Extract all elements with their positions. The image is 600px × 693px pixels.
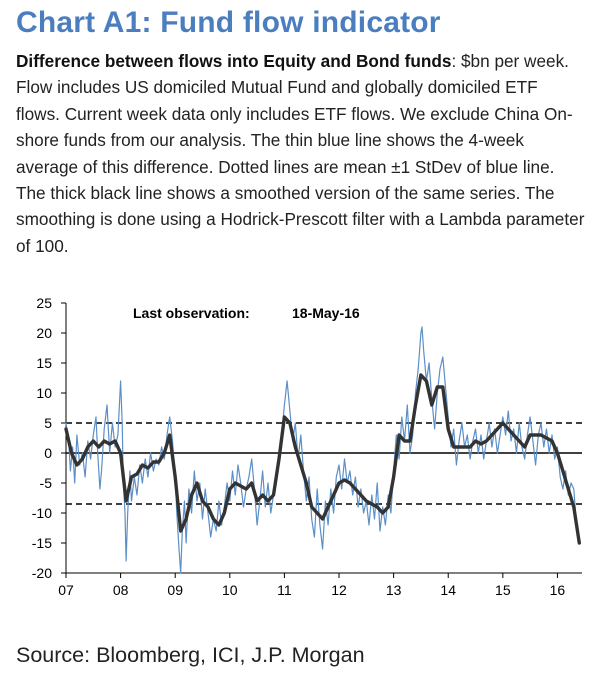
y-tick-label: 15 bbox=[36, 355, 52, 371]
x-tick-label: 07 bbox=[58, 582, 74, 598]
x-tick-label: 13 bbox=[386, 582, 402, 598]
y-axis: 25 20 15 10 5 0 -5 -10 -15 -20 bbox=[32, 295, 67, 581]
chart-title: Chart A1: Fund flow indicator bbox=[16, 6, 441, 39]
x-tick-label: 11 bbox=[277, 582, 292, 598]
y-tick-label: 5 bbox=[44, 415, 52, 431]
y-tick-label: 10 bbox=[36, 385, 52, 401]
chart-area: 25 20 15 10 5 0 -5 -10 -15 -20 07 08 09 10 11 12 13 14 15… bbox=[0, 285, 600, 615]
y-tick-label: 20 bbox=[36, 325, 52, 341]
y-tick-label: -15 bbox=[32, 535, 52, 551]
source-note: Source: Bloomberg, ICI, J.P. Morgan bbox=[16, 643, 365, 667]
y-tick-label: -10 bbox=[32, 505, 52, 521]
x-tick-label: 08 bbox=[113, 582, 129, 598]
annotation-date: 18-May-16 bbox=[292, 305, 360, 321]
y-tick-label: 25 bbox=[36, 295, 52, 311]
y-tick-label: -20 bbox=[32, 565, 52, 581]
y-tick-label: -5 bbox=[40, 475, 53, 491]
x-tick-label: 12 bbox=[331, 582, 347, 598]
description-bold: Difference between flows into Equity and… bbox=[16, 51, 452, 71]
annotation-label: Last observation: bbox=[133, 305, 250, 321]
x-tick-label: 10 bbox=[222, 582, 238, 598]
x-axis: 07 08 09 10 11 12 13 14 15 16 bbox=[58, 572, 582, 598]
x-tick-label: 09 bbox=[167, 582, 183, 598]
x-tick-label: 15 bbox=[495, 582, 511, 598]
reference-lines bbox=[66, 422, 582, 505]
four-week-average-line bbox=[65, 326, 580, 574]
description-body: : $bn per week. Flow includes US domicil… bbox=[16, 51, 585, 256]
series-layer bbox=[64, 326, 581, 574]
y-tick-label: 0 bbox=[44, 445, 52, 461]
x-tick-label: 16 bbox=[550, 582, 566, 598]
smoothed-series-line bbox=[64, 373, 581, 545]
x-tick-label: 14 bbox=[440, 582, 456, 598]
chart-description: Difference between flows into Equity and… bbox=[16, 48, 586, 259]
line-chart: 25 20 15 10 5 0 -5 -10 -15 -20 07 08 09 10 11 12 13 14 15… bbox=[32, 295, 582, 598]
